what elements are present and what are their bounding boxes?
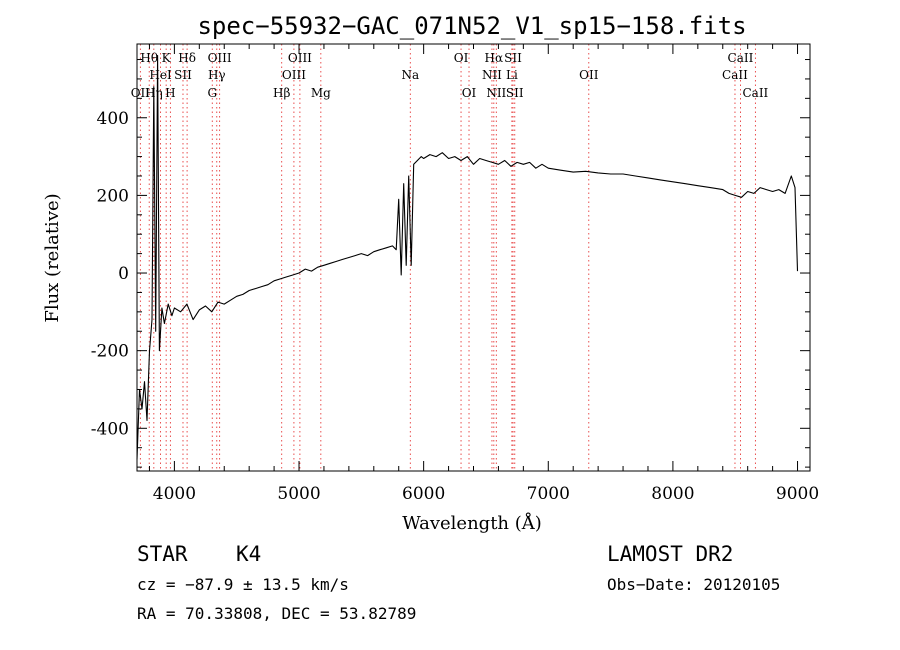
line-label: SII	[506, 86, 524, 100]
line-label: Hα	[485, 51, 504, 65]
line-label: H	[165, 86, 175, 100]
y-axis-ticks: -400 -200 0 200 400	[91, 59, 810, 468]
line-label: OII	[579, 68, 599, 82]
line-label: Hδ	[178, 51, 196, 65]
line-label: CaII	[722, 68, 748, 82]
line-label: NII	[482, 68, 502, 82]
survey-name: LAMOST DR2	[607, 542, 733, 566]
line-label: HeI	[149, 68, 172, 82]
line-label: Hθ	[140, 51, 158, 65]
x-tick-label: 6000	[402, 484, 445, 504]
observation-date: Obs−Date: 20120105	[607, 575, 780, 594]
line-label: OIII	[288, 51, 312, 65]
line-label: OI	[462, 86, 477, 100]
line-label: Hβ	[273, 86, 290, 100]
line-label: Hγ	[208, 68, 226, 82]
redshift-cz: cz = −87.9 ± 13.5 km/s	[137, 575, 349, 594]
object-class: STAR	[137, 542, 188, 566]
line-label: Mg	[311, 86, 331, 100]
y-tick-label: -200	[91, 342, 129, 362]
line-label: K	[162, 51, 172, 65]
line-label: Na	[401, 68, 419, 82]
y-tick-label: 400	[97, 109, 129, 129]
line-label: SII	[174, 68, 192, 82]
spectrum-line	[136, 55, 799, 460]
x-tick-label: 4000	[153, 484, 196, 504]
line-label: OII	[131, 86, 151, 100]
object-subclass: K4	[236, 542, 261, 566]
line-label: SII	[504, 51, 522, 65]
chart-title: spec−55932−GAC_071N52_V1_sp15−158.fits	[197, 12, 746, 40]
x-tick-label: 7000	[527, 484, 570, 504]
spectral-line-markers	[139, 44, 756, 471]
x-axis-label: Wavelength (Å)	[402, 512, 542, 534]
line-label: OIII	[208, 51, 232, 65]
spectrum-series	[136, 55, 799, 460]
plot-frame	[136, 43, 811, 472]
line-label: Li	[506, 68, 518, 82]
line-label: NII	[486, 86, 506, 100]
y-tick-label: 200	[97, 186, 129, 206]
line-label: CaII	[728, 51, 754, 65]
line-label: G	[207, 86, 217, 100]
y-tick-label: 0	[118, 264, 129, 284]
y-tick-label: -400	[91, 419, 129, 439]
x-axis-ticks: 4000 5000 6000 7000 8000 9000	[148, 44, 819, 504]
line-label: OIII	[282, 68, 306, 82]
ra-dec-coordinates: RA = 70.33808, DEC = 53.82789	[137, 604, 416, 623]
line-label: CaII	[742, 86, 768, 100]
y-axis-label: Flux (relative)	[42, 193, 63, 322]
line-label: OI	[454, 51, 469, 65]
x-tick-label: 5000	[277, 484, 320, 504]
x-tick-label: 9000	[776, 484, 819, 504]
x-tick-label: 8000	[651, 484, 694, 504]
